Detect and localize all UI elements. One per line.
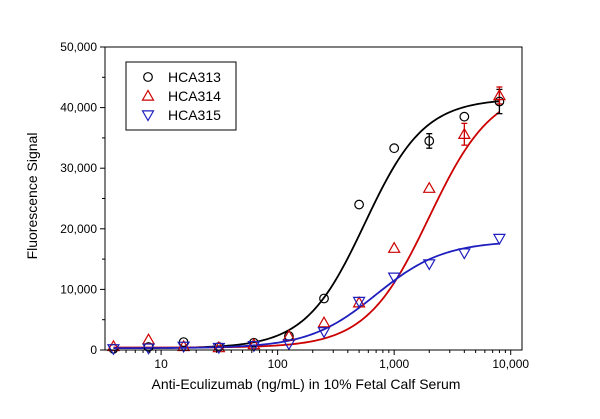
axes: 0 10,000 20,000 30,000 40,000 50,000 10 100 1,00… [60,40,529,371]
data-point [212,340,226,353]
data-point [387,241,401,253]
y-tick-label: 10,000 [60,282,97,296]
x-axis-title: Anti-Eculizumab (ng/mL) in 10% Fetal Cal… [152,376,461,392]
data-point [282,339,296,351]
x-tick-label: 10,000 [492,357,529,371]
y-tick-label: 50,000 [60,40,97,54]
data-point [422,259,436,271]
data-point [319,293,329,304]
data-point [142,343,156,355]
data-point [247,337,261,350]
data-point [212,342,226,355]
data-point [387,272,401,284]
y-tick-label: 20,000 [60,222,97,236]
legend: HCA313 HCA314 HCA315 [125,61,237,131]
legend-label: HCA315 [168,107,221,123]
fit-curves [113,100,500,350]
data-point [492,233,506,246]
y-axis-title: Fluorescence Signal [24,133,40,260]
data-point [106,344,120,356]
data-point [389,143,400,154]
x-tick-label: 1,000 [379,357,409,371]
legend-marker [141,110,155,122]
data-point [352,296,366,309]
data-point [247,341,261,353]
y-tick-label: 0 [90,343,97,357]
data-point [424,136,435,146]
fit-curve [113,111,500,349]
data-point [492,88,506,101]
data-point [177,341,191,354]
data-point [457,127,471,139]
data-point [317,327,331,339]
data-point [494,96,505,107]
legend-marker [143,72,153,82]
legend-label: HCA314 [168,88,221,104]
x-tick-label: 10 [154,357,168,371]
legend-marker [141,89,155,101]
data-point [354,199,364,210]
y-tick-label: 30,000 [60,161,97,175]
data-points [106,88,506,356]
fit-curve [113,242,500,350]
y-tick-label: 40,000 [60,101,97,115]
legend-label: HCA313 [168,69,221,85]
x-tick-label: 100 [268,357,288,371]
fit-curve [113,100,500,350]
data-point [422,181,436,193]
data-point [317,316,331,328]
data-point [459,111,470,122]
data-point [457,248,471,260]
